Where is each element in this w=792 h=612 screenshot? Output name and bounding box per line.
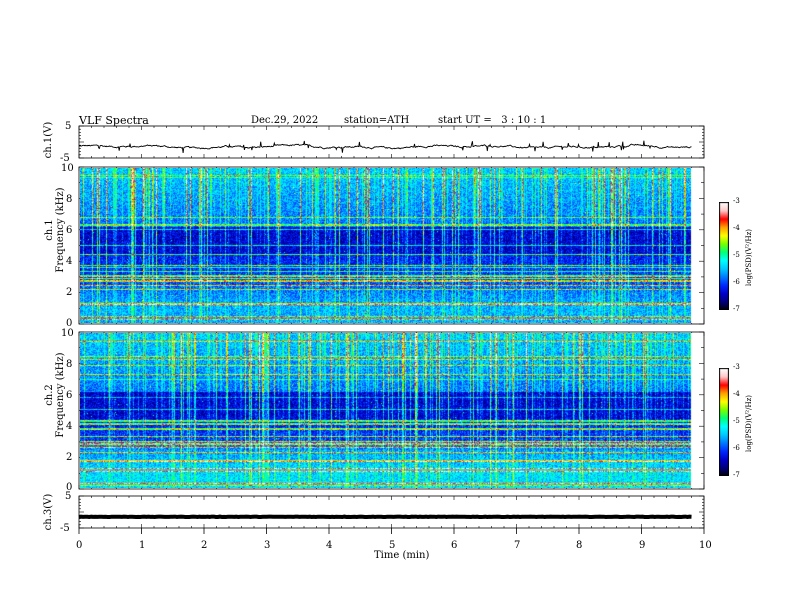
cb1-tick-neg7: -7 [733,305,740,313]
ch1-label: ch.1 [44,219,55,241]
xtick-7: 7 [514,540,521,551]
cb1-tick-neg4: -4 [733,224,740,232]
cb2-label: log(PSD)(V²/Hz) [745,395,753,452]
ch2-frequency-ylabel: ch.2 Frequency (kHz) [44,335,66,455]
ch3-voltage-ylabel: ch.3(V) [43,493,54,531]
date-label: Dec.29, 2022 [251,115,319,126]
ch1-freq-unit: Frequency (kHz) [55,187,66,273]
ch2-spectrogram [80,333,692,488]
ch1-waveform [78,140,692,154]
ch1-freq-tick-4: 4 [66,256,73,267]
cb2-tick-neg5: -5 [733,417,740,425]
ch2-freq-unit: Frequency (kHz) [55,352,66,438]
ch2-freq-tick-10: 10 [61,328,74,339]
ch1-frequency-ylabel: ch.1 Frequency (kHz) [44,170,66,290]
ch1-freq-tick-10: 10 [61,163,74,174]
ch1-freq-tick-0: 0 [66,318,73,329]
ch2-colorbar [719,368,729,476]
x-axis-label: Time (min) [374,550,430,561]
ch2-freq-tick-8: 8 [66,359,73,370]
station-label: station=ATH [344,115,410,126]
cb1-label: log(PSD)(V²/Hz) [745,229,753,286]
ch1-colorbar [719,202,729,310]
xtick-3: 3 [264,540,271,551]
ch3-ytick-neg5: -5 [60,523,70,534]
cb2-tick-neg6: -6 [733,444,740,452]
ch3-ytick-5: 5 [65,491,72,502]
ch1-voltage-ylabel: ch.1(V) [43,121,54,159]
ch1-spectrogram [80,168,692,323]
start-ut-label: start UT = 3 : 10 : 1 [438,115,547,126]
cb2-tick-neg7: -7 [733,471,740,479]
xtick-0: 0 [76,540,83,551]
ch3-voltage-panel [78,495,705,529]
ch1-freq-tick-8: 8 [66,194,73,205]
cb1-tick-neg6: -6 [733,278,740,286]
ch2-freq-tick-6: 6 [66,390,73,401]
ch2-freq-tick-0: 0 [66,482,73,493]
xtick-2: 2 [201,540,208,551]
xtick-5: 5 [389,540,396,551]
cb2-tick-neg4: -4 [733,390,740,398]
ch1-ytick-neg5: -5 [60,153,70,164]
ch1-freq-tick-6: 6 [66,225,73,236]
ch1-ytick-5: 5 [65,121,72,132]
ch2-freq-tick-2: 2 [66,452,73,463]
cb2-tick-neg3: -3 [733,363,740,371]
xtick-8: 8 [576,540,583,551]
xtick-1: 1 [139,540,146,551]
xtick-9: 9 [639,540,646,551]
ch1-voltage-panel [78,125,705,159]
ch2-label: ch.2 [44,384,55,406]
xtick-6: 6 [451,540,458,551]
cb1-tick-neg5: -5 [733,251,740,259]
cb1-tick-neg3: -3 [733,197,740,205]
ch2-freq-tick-4: 4 [66,421,73,432]
ch1-freq-tick-2: 2 [66,287,73,298]
xtick-10: 10 [699,540,712,551]
xtick-4: 4 [326,540,333,551]
chart-title: VLF Spectra [79,114,149,127]
